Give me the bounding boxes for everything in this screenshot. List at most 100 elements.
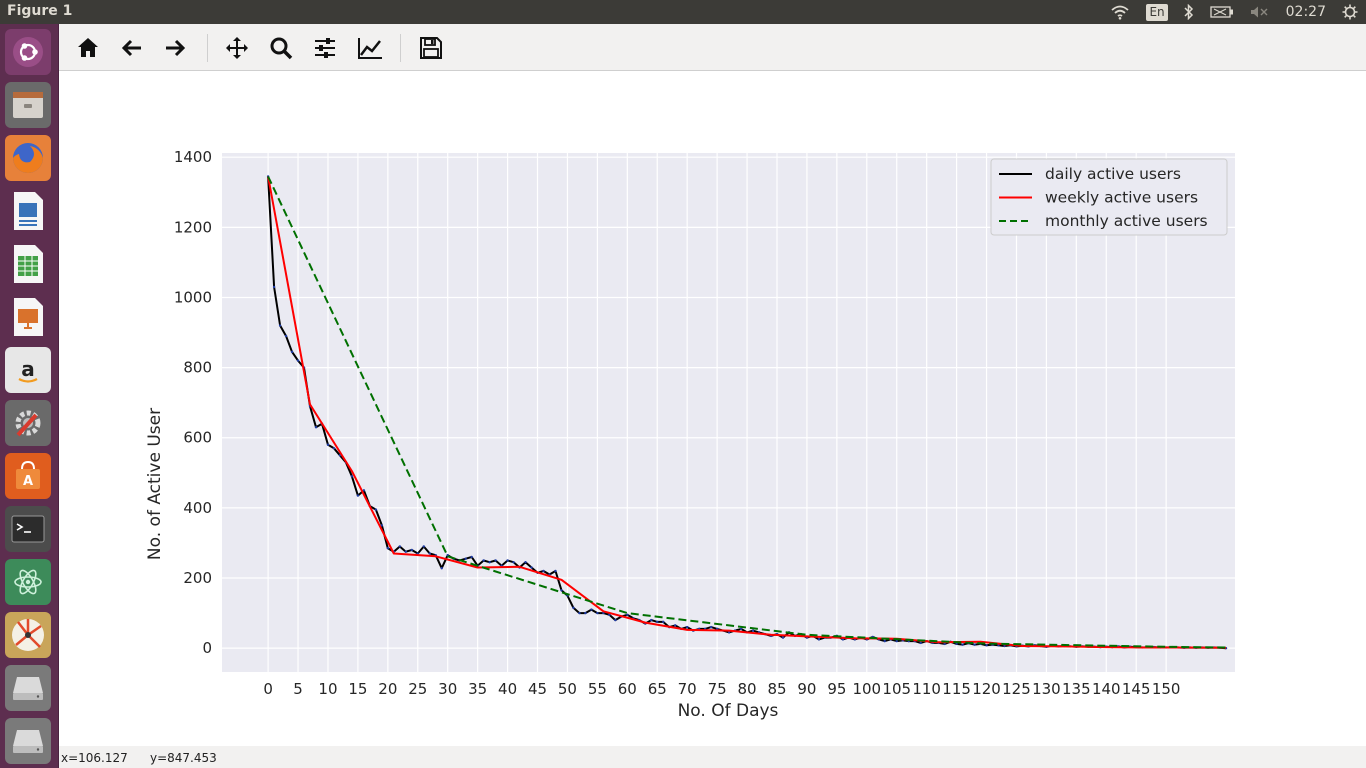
x-tick-label: 20 bbox=[378, 680, 397, 698]
bluetooth-icon[interactable] bbox=[1184, 4, 1194, 20]
system-settings-icon[interactable] bbox=[5, 400, 51, 446]
daily-active-users-point bbox=[596, 611, 599, 615]
files-icon[interactable] bbox=[5, 82, 51, 128]
figure-toolbar bbox=[59, 24, 1366, 71]
daily-active-users-point bbox=[685, 625, 689, 629]
daily-active-users-point bbox=[751, 629, 755, 632]
daily-active-users-point bbox=[1003, 644, 1006, 648]
weekly-active-users-line bbox=[267, 176, 1227, 649]
wifi-icon[interactable] bbox=[1110, 4, 1130, 20]
daily-active-users-point bbox=[817, 638, 821, 641]
daily-active-users-point bbox=[955, 642, 958, 646]
daily-active-users-point bbox=[883, 639, 886, 643]
series-lines bbox=[266, 175, 1228, 650]
edit-axis-icon[interactable] bbox=[357, 36, 382, 60]
daily-active-users-point bbox=[494, 559, 497, 562]
daily-active-users-point bbox=[530, 566, 533, 569]
zoom-magnifier-icon[interactable] bbox=[269, 36, 293, 60]
x-tick-label: 40 bbox=[498, 680, 517, 698]
ubuntu-dash-icon[interactable] bbox=[5, 29, 51, 75]
daily-active-users-point bbox=[560, 589, 563, 592]
x-tick-label: 95 bbox=[827, 680, 846, 698]
x-tick-label: 120 bbox=[972, 680, 1001, 698]
y-tick-label: 1200 bbox=[174, 218, 212, 236]
daily-active-users-point bbox=[350, 475, 354, 478]
legend: daily active users weekly active users mon… bbox=[990, 158, 1228, 236]
drive-icon[interactable] bbox=[5, 665, 51, 711]
libreoffice-impress-icon[interactable] bbox=[5, 294, 51, 340]
x-tick-label: 45 bbox=[528, 680, 547, 698]
daily-active-users-point bbox=[626, 613, 629, 617]
firefox-icon[interactable] bbox=[5, 135, 51, 181]
x-tick-label: 30 bbox=[438, 680, 457, 698]
tick-labels: 0 5 10 15 20 25 30 35 40 45 50 55 60 65 70 75 80 85 90 95 10… bbox=[174, 148, 1181, 698]
keyboard-layout-label: En bbox=[1146, 3, 1168, 21]
gear-icon[interactable] bbox=[1342, 4, 1358, 20]
daily-active-users-point bbox=[656, 620, 659, 624]
x-axis-label: No. Of Days bbox=[678, 701, 779, 721]
save-floppy-icon[interactable] bbox=[419, 36, 443, 60]
x-tick-label: 130 bbox=[1032, 680, 1061, 698]
y-axis-label: No. of Active User bbox=[145, 408, 165, 560]
legend-label: daily active users bbox=[1045, 165, 1181, 183]
daily-active-users-point bbox=[440, 567, 443, 570]
daily-active-users-point bbox=[380, 524, 384, 527]
cursor-y-readout: y=847.453 bbox=[150, 751, 217, 765]
legend-box bbox=[990, 158, 1228, 236]
x-tick-label: 70 bbox=[678, 680, 697, 698]
libreoffice-calc-icon[interactable] bbox=[5, 241, 51, 287]
daily-active-users-point bbox=[464, 557, 467, 560]
x-tick-label: 35 bbox=[468, 680, 487, 698]
daily-active-users-point bbox=[278, 324, 282, 327]
daily-active-users-point bbox=[739, 627, 743, 631]
x-tick-label: 5 bbox=[293, 680, 303, 698]
x-tick-label: 75 bbox=[708, 680, 727, 698]
volume-muted-icon[interactable] bbox=[1250, 5, 1270, 19]
daily-active-users-point bbox=[727, 631, 731, 634]
x-tick-label: 135 bbox=[1062, 680, 1091, 698]
forward-arrow-icon[interactable] bbox=[163, 36, 187, 60]
daily-active-users-point bbox=[398, 545, 402, 548]
daily-active-users-point bbox=[332, 447, 336, 450]
daily-active-users-point bbox=[506, 559, 509, 562]
daily-active-users-point bbox=[674, 624, 677, 627]
ubuntu-software-icon[interactable]: A bbox=[5, 453, 51, 499]
x-tick-label: 115 bbox=[942, 680, 971, 698]
libreoffice-writer-icon[interactable] bbox=[5, 188, 51, 234]
pan-move-icon[interactable] bbox=[225, 36, 249, 60]
daily-active-users-point bbox=[296, 359, 300, 362]
daily-active-users-point bbox=[985, 644, 988, 647]
kazam-icon[interactable] bbox=[5, 612, 51, 658]
terminal-icon[interactable] bbox=[5, 506, 51, 552]
daily-active-users-point bbox=[584, 611, 587, 615]
clock[interactable]: 02:27 bbox=[1285, 4, 1326, 20]
x-tick-label: 0 bbox=[263, 680, 273, 698]
launcher: a A bbox=[0, 24, 59, 768]
home-icon[interactable] bbox=[76, 36, 100, 60]
atom-editor-icon[interactable] bbox=[5, 559, 51, 605]
x-tick-label: 50 bbox=[558, 680, 577, 698]
daily-active-users-point bbox=[524, 561, 527, 564]
daily-active-users-point bbox=[650, 618, 653, 622]
back-arrow-icon[interactable] bbox=[120, 36, 144, 60]
keyboard-layout-indicator[interactable]: En bbox=[1146, 3, 1168, 21]
x-tick-label: 110 bbox=[912, 680, 941, 698]
daily-active-users-point bbox=[781, 636, 785, 639]
daily-active-users-point bbox=[542, 569, 545, 573]
y-tick-label: 0 bbox=[202, 639, 212, 657]
y-tick-label: 600 bbox=[183, 429, 212, 447]
x-tick-label: 150 bbox=[1152, 680, 1181, 698]
line-chart: 0 5 10 15 20 25 30 35 40 45 50 55 60 65 70 75 80 85 90 95 10… bbox=[145, 148, 1235, 721]
x-tick-label: 80 bbox=[738, 680, 757, 698]
x-tick-label: 10 bbox=[318, 680, 337, 698]
configure-subplots-icon[interactable] bbox=[313, 36, 337, 60]
daily-active-users-point bbox=[614, 618, 617, 622]
amazon-icon[interactable]: a bbox=[5, 347, 51, 393]
daily-active-users-point bbox=[709, 625, 713, 629]
system-tray: En 02:27 bbox=[1102, 0, 1366, 24]
x-tick-label: 85 bbox=[767, 680, 786, 698]
daily-active-users-point bbox=[943, 642, 946, 646]
battery-icon[interactable] bbox=[1209, 6, 1234, 18]
figure-canvas[interactable]: 0 5 10 15 20 25 30 35 40 45 50 55 60 65 70 75 80 85 90 95 10… bbox=[59, 71, 1366, 746]
drive-icon[interactable] bbox=[5, 718, 51, 764]
